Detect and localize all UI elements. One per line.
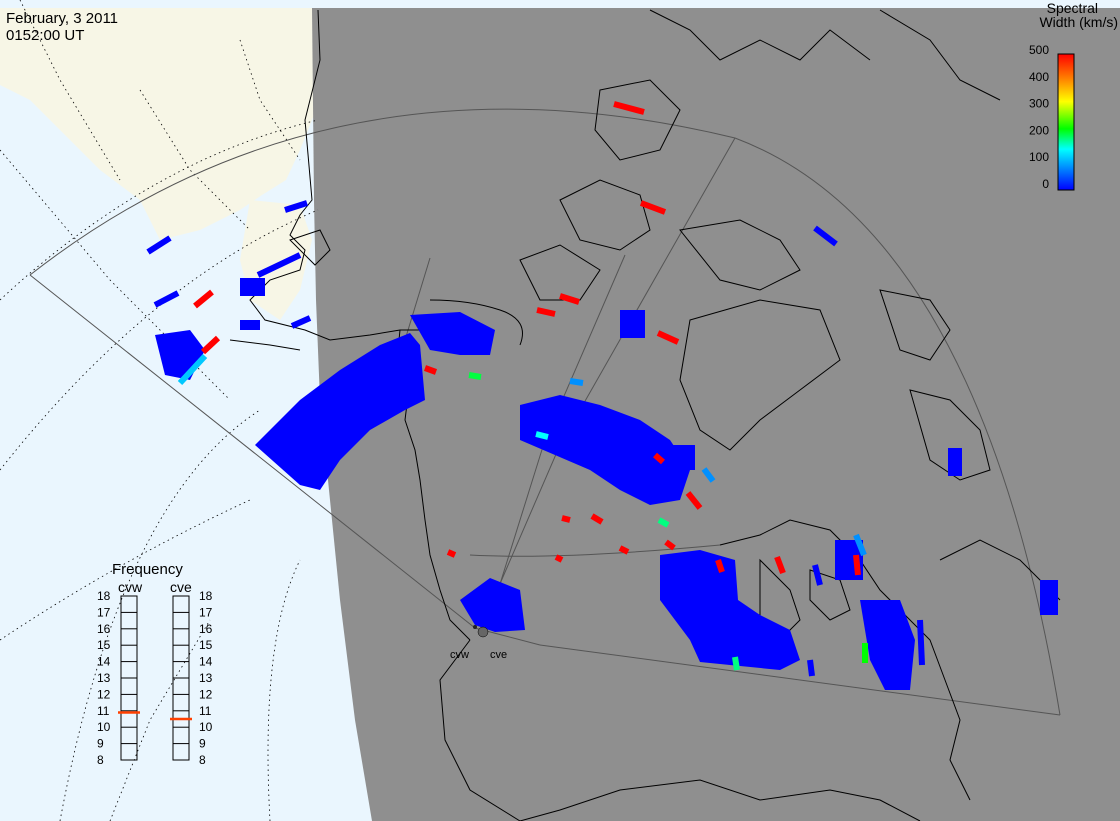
cell-blue [146,235,172,255]
frequency-scale-label: 16 [199,622,213,636]
frequency-radar-label-cve: cve [170,579,192,595]
frequency-scale-label: 13 [97,671,111,685]
near-radar-fan [460,578,525,632]
frequency-scale-label: 12 [97,687,111,701]
cell-light-blue [569,378,584,386]
cell-blue [812,564,823,586]
cell-blue [813,225,838,247]
frequency-scale-label: 16 [97,622,111,636]
colorbar-tick-label: 100 [1029,150,1049,164]
frequency-scale-label: 15 [199,638,213,652]
cve-lower-cluster [660,550,800,670]
coastlines [229,9,1061,821]
cell-red [423,365,438,375]
backscatter-lines [146,101,925,681]
colorbar-tick-label: 0 [1042,177,1049,191]
cell-red [193,289,214,309]
cell-red [536,307,556,317]
frequency-scale-label: 8 [97,753,104,767]
cell-blue [948,448,962,476]
cell-light-blue [853,533,867,557]
frequency-panel: Frequency cvw cve 18 17 16 15 14 13 12 11 10 9 8 18… [97,561,213,767]
frequency-scale-label: 8 [199,753,206,767]
cell-red [715,559,725,573]
cell-blue [1040,580,1058,615]
frequency-scale-label: 11 [199,704,212,718]
radar-site-marker [477,626,489,638]
radar-fov-outlines [29,108,1061,716]
frequency-scale-label: 9 [199,737,206,751]
cell-red [446,549,457,558]
frequency-title: Frequency [112,561,183,578]
radar-site-marker [473,625,477,629]
frequency-scale-label: 11 [97,704,110,718]
cell-red [774,555,786,575]
cell-red [200,335,221,355]
radar-sites: cvw cve [450,625,507,661]
cell-red [613,101,645,115]
backscatter-cells [155,278,1058,690]
color-bar: Spectral Width (km/s) 500 400 300 200 100 0 [1029,0,1118,191]
cell-green [657,517,670,528]
colorbar-gradient [1057,53,1075,191]
frequency-scale-label: 14 [199,655,213,669]
cell-blue [807,659,815,677]
cell-light-blue [701,467,716,483]
cell-green [468,372,482,380]
cell-blue [240,320,260,330]
cell-red [685,491,703,510]
cell-blue [284,200,308,213]
frequency-scale-label: 9 [97,737,104,751]
frequency-scale-label: 12 [199,687,213,701]
frequency-scale-label: 17 [199,605,213,619]
radar-label-cve: cve [490,649,507,661]
cell-blue [665,445,695,470]
colorbar-tick-label: 300 [1029,97,1049,111]
cell-blue [620,310,645,338]
frequency-scale-label: 18 [97,589,111,603]
colorbar-tick-label: 500 [1029,43,1049,57]
cell-red [561,515,571,523]
frequency-radar-label-cvw: cvw [118,579,143,595]
cell-red [618,545,630,555]
cve-arc-main [520,395,690,505]
cell-red [664,539,676,551]
cell-red [554,554,564,563]
cell-green [732,656,740,671]
cell-red [653,452,665,465]
figure-time: 0152:00 UT [6,27,84,44]
frequency-scale-label: 10 [97,720,111,734]
frequency-scale-label: 10 [199,720,213,734]
colorbar-tick-label: 200 [1029,123,1049,137]
frequency-scale-label: 13 [199,671,213,685]
cell-blue [625,438,643,457]
colorbar-title-line1: Spectral [1047,0,1098,16]
colorbar-title-line2: Width (km/s) [1039,14,1118,30]
cell-cyan [535,431,549,440]
figure-date: February, 3 2011 [6,10,118,27]
cell-blue [256,252,302,278]
frequency-scale-label: 14 [97,655,111,669]
cell-blue [917,619,925,666]
cell-red [559,293,580,305]
cell-blue [290,315,312,329]
cell-red [853,554,861,576]
night-region [312,8,1120,821]
frequency-scale-label: 15 [97,638,111,652]
cell-blue [240,278,265,296]
cell-blue [887,639,895,681]
cell-cyan [177,353,208,386]
cell-red [656,330,680,345]
cvw-arc-main [255,333,425,490]
frequency-scale-label: 17 [97,605,111,619]
colorbar-tick-label: 400 [1029,70,1049,84]
cell-blue [153,290,180,308]
cell-red [590,513,604,525]
cell-red [639,200,667,215]
radar-label-cvw: cvw [450,649,469,661]
cvw-arc-upper [410,312,495,355]
frequency-scale-label: 18 [199,589,213,603]
